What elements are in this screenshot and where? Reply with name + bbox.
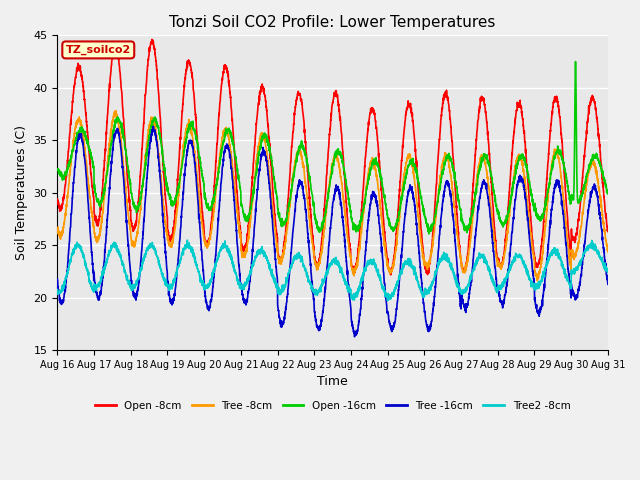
Text: TZ_soilco2: TZ_soilco2	[66, 45, 131, 55]
Y-axis label: Soil Temperatures (C): Soil Temperatures (C)	[15, 125, 28, 260]
X-axis label: Time: Time	[317, 375, 348, 388]
Title: Tonzi Soil CO2 Profile: Lower Temperatures: Tonzi Soil CO2 Profile: Lower Temperatur…	[170, 15, 496, 30]
Legend: Open -8cm, Tree -8cm, Open -16cm, Tree -16cm, Tree2 -8cm: Open -8cm, Tree -8cm, Open -16cm, Tree -…	[91, 396, 575, 415]
